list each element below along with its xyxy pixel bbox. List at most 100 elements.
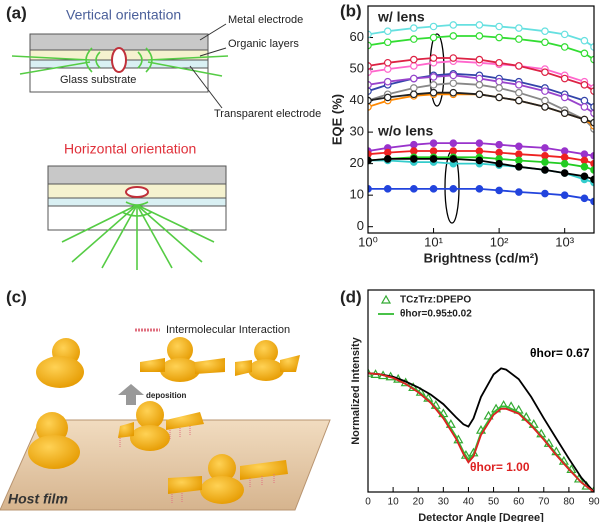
marker [475,74,484,83]
marker [449,79,458,88]
x-tick-label: 10 [388,497,400,508]
molecules [28,337,300,504]
layer-label: Organic layers [228,38,299,50]
y-tick-label: 40 [350,92,364,107]
marker [580,49,589,58]
group-oval [429,33,445,107]
interaction-marks [119,426,275,504]
marker [580,103,589,111]
series-line [368,35,594,61]
marker [410,155,418,163]
dipole [111,47,127,73]
marker [515,188,523,196]
marker [449,32,458,40]
marker [429,147,438,155]
x-tick-label: 60 [513,497,525,508]
x-tick-label: 10² [490,234,509,249]
arrow-label: deposition [146,391,187,400]
panel-a: (a) Vertical orientation Metal electrode… [6,3,321,270]
marker [515,62,523,70]
panel-c: (c) Intermolecular Interaction Host film… [0,287,331,511]
marker [580,172,589,181]
marker [368,68,372,77]
marker [495,148,503,157]
marker [560,153,569,162]
marker [429,88,438,97]
x-tick-label: 10⁰ [358,234,378,249]
diagram-title: Vertical orientation [66,7,181,23]
marker [383,185,392,193]
marker [449,54,458,62]
marker [475,32,484,40]
marker [368,41,372,50]
series-line [368,372,594,492]
marker [383,77,392,86]
marker [368,62,372,70]
marker [541,144,549,152]
marker [410,84,418,92]
marker [368,30,372,39]
series-line [368,367,594,492]
marker [368,156,372,165]
emission-arrows [61,201,215,270]
marker [560,30,569,39]
marker [495,77,503,86]
marker [429,33,438,42]
marker [449,21,458,29]
x-axis-label: Detector Angle [Degree] [418,512,544,522]
x-tick-label: 10¹ [424,234,443,249]
x-tick-label: 40 [463,497,475,508]
marker [475,147,484,155]
layer-label: Glass substrate [60,74,136,86]
panel-label: (c) [6,287,27,306]
film-label: Host film [8,491,68,507]
series-group [368,367,594,492]
marker [495,33,503,42]
marker [410,140,418,149]
marker [410,185,418,193]
annotation: θhor= 0.67 [530,346,590,360]
marker [515,150,523,158]
marker [560,191,569,199]
legend-label: θhor=0.95±0.02 [400,309,472,320]
marker [429,155,438,163]
diagram-title: Horizontal orientation [64,141,196,157]
x-tick-label: 10³ [555,234,574,249]
marker [541,189,549,198]
marker [449,185,458,193]
legend-label: TCzTrz:DPEPO [400,295,471,306]
x-tick-label: 20 [413,497,425,508]
marker [368,150,372,158]
marker [410,147,418,155]
marker [515,96,523,105]
marker [580,36,589,45]
marker [368,96,372,105]
x-tick-label: 0 [365,497,371,508]
marker [449,155,458,163]
marker [515,88,523,97]
marker [580,96,589,105]
metal-layer [47,165,227,185]
y-tick-label: 30 [350,124,364,139]
panel-label: (a) [6,3,27,22]
marker [541,158,549,166]
marker [475,185,484,193]
marker [515,142,523,151]
marker [541,38,549,47]
y-tick-label: 20 [350,155,364,170]
marker [580,194,589,203]
marker [580,150,589,158]
layer-label: Metal electrode [228,14,303,26]
deposition-arrow [118,384,144,405]
marker [580,81,589,89]
x-tick-label: 90 [588,497,600,508]
marker [410,62,418,70]
marker [541,27,549,36]
marker [383,155,392,163]
marker [429,22,438,31]
marker [495,93,503,102]
marker [383,27,392,36]
leader-lines [189,23,227,109]
